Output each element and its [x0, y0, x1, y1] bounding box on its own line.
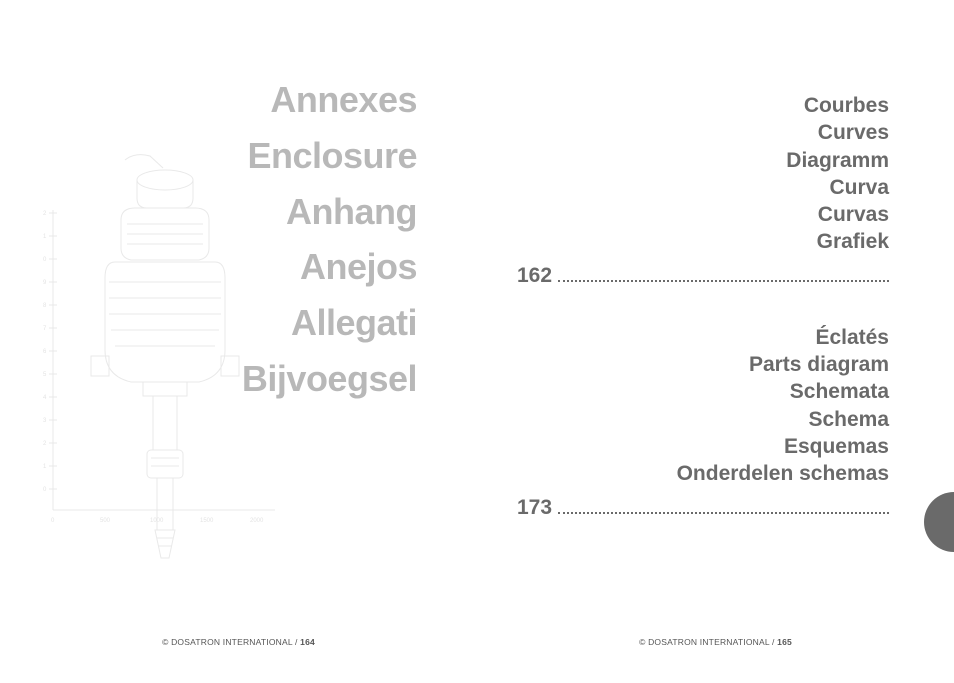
- heading: Anhang: [242, 184, 417, 240]
- table-of-contents: Courbes Curves Diagramm Curva Curvas Gra…: [517, 92, 889, 556]
- ytick: 1: [43, 464, 47, 470]
- xtick: 2000: [250, 518, 264, 524]
- ytick: 2: [43, 441, 47, 447]
- footer-prefix: © DOSATRON INTERNATIONAL /: [639, 637, 777, 647]
- ytick: 9: [43, 280, 47, 286]
- toc-line: Courbes: [517, 92, 889, 119]
- heading: Bijvoegsel: [242, 351, 417, 407]
- ytick: 5: [43, 372, 47, 378]
- left-headings: Annexes Enclosure Anhang Anejos Allegati…: [242, 72, 417, 407]
- xtick: 0: [51, 518, 55, 524]
- toc-line: Curva: [517, 174, 889, 201]
- toc-line: Grafiek: [517, 228, 889, 255]
- toc-dots: [558, 267, 889, 282]
- ytick: 4: [43, 395, 47, 401]
- ytick: 8: [43, 303, 47, 309]
- toc-line: Éclatés: [517, 324, 889, 351]
- toc-line: Schema: [517, 406, 889, 433]
- toc-line: Parts diagram: [517, 351, 889, 378]
- toc-line: Curvas: [517, 201, 889, 228]
- page-number: 165: [777, 637, 792, 647]
- toc-line: Schemata: [517, 378, 889, 405]
- heading: Anejos: [242, 239, 417, 295]
- heading: Allegati: [242, 295, 417, 351]
- page-number: 164: [300, 637, 315, 647]
- toc-dots: [558, 499, 889, 514]
- toc-page-number: 173: [517, 496, 558, 520]
- footer-left: © DOSATRON INTERNATIONAL / 164: [0, 637, 477, 647]
- toc-line: Onderdelen schemas: [517, 460, 889, 487]
- xtick: 500: [100, 518, 111, 524]
- footer-prefix: © DOSATRON INTERNATIONAL /: [162, 637, 300, 647]
- toc-line: Diagramm: [517, 147, 889, 174]
- ytick: 0: [43, 257, 47, 263]
- page-left: 2 1 0 9 8 7 6 5 4 3 2 1 0 0 500: [0, 0, 477, 683]
- xtick: 1500: [200, 518, 214, 524]
- toc-line: Esquemas: [517, 433, 889, 460]
- toc-page-row: 162: [517, 264, 889, 288]
- page-spread: 2 1 0 9 8 7 6 5 4 3 2 1 0 0 500: [0, 0, 954, 683]
- ytick: 6: [43, 349, 47, 355]
- toc-line: Curves: [517, 119, 889, 146]
- ytick: 3: [43, 418, 47, 424]
- ytick: 0: [43, 487, 47, 493]
- ytick: 2: [43, 211, 47, 217]
- footer-right: © DOSATRON INTERNATIONAL / 165: [477, 637, 954, 647]
- heading: Enclosure: [242, 128, 417, 184]
- ytick: 1: [43, 234, 47, 240]
- pump-outline: [91, 155, 239, 558]
- diagram-axes: 2 1 0 9 8 7 6 5 4 3 2 1 0 0 500: [43, 210, 275, 524]
- toc-page-row: 173: [517, 496, 889, 520]
- toc-section: Éclatés Parts diagram Schemata Schema Es…: [517, 324, 889, 488]
- thumb-tab: [924, 492, 954, 552]
- toc-section: Courbes Curves Diagramm Curva Curvas Gra…: [517, 92, 889, 256]
- heading: Annexes: [242, 72, 417, 128]
- toc-page-number: 162: [517, 264, 558, 288]
- page-right: Courbes Curves Diagramm Curva Curvas Gra…: [477, 0, 954, 683]
- ytick: 7: [43, 326, 47, 332]
